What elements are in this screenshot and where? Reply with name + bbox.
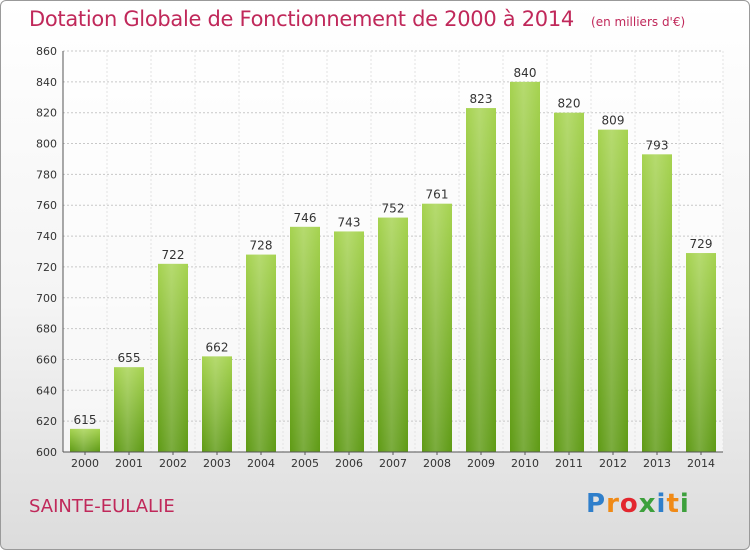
logo-letter: x xyxy=(638,489,657,519)
y-tick-label: 700 xyxy=(36,292,57,305)
data-label: 729 xyxy=(690,237,713,251)
data-label: 761 xyxy=(426,188,449,202)
bar-shine xyxy=(290,226,320,452)
y-tick-label: 640 xyxy=(36,384,57,397)
bar-shine xyxy=(378,217,408,452)
bar-shine xyxy=(686,253,716,452)
data-label: 728 xyxy=(250,239,273,253)
bar-shine xyxy=(422,203,452,452)
logo-letter: o xyxy=(619,489,639,519)
y-tick-label: 840 xyxy=(36,76,57,89)
x-tick-label: 2014 xyxy=(687,457,715,470)
logo-letter: t xyxy=(666,489,680,519)
x-tick-label: 2006 xyxy=(335,457,363,470)
bar-shine xyxy=(466,108,496,453)
proxiti-logo: Proxiti xyxy=(586,489,690,519)
bar-shine xyxy=(114,367,144,452)
logo-letter: r xyxy=(606,489,620,519)
data-label: 615 xyxy=(74,413,97,427)
data-label: 840 xyxy=(514,66,537,80)
y-tick-label: 740 xyxy=(36,230,57,243)
x-tick-label: 2013 xyxy=(643,457,671,470)
x-tick-label: 2005 xyxy=(291,457,319,470)
data-label: 722 xyxy=(162,248,185,262)
x-tick-label: 2004 xyxy=(247,457,275,470)
x-tick-label: 2009 xyxy=(467,457,495,470)
bar-shine xyxy=(70,428,100,452)
x-tick-label: 2012 xyxy=(599,457,627,470)
y-tick-label: 660 xyxy=(36,353,57,366)
x-tick-label: 2001 xyxy=(115,457,143,470)
logo-letter: i xyxy=(656,489,667,519)
title-text: Dotation Globale de Fonctionnement de 20… xyxy=(29,7,574,31)
chart-title: Dotation Globale de Fonctionnement de 20… xyxy=(29,7,685,31)
bar-shine xyxy=(510,81,540,452)
bar-shine xyxy=(642,154,672,453)
logo-letter: i xyxy=(679,489,690,519)
commune-name: SAINTE-EULALIE xyxy=(29,496,175,517)
logo-letter: P xyxy=(586,489,607,519)
y-tick-label: 800 xyxy=(36,138,57,151)
data-label: 793 xyxy=(646,138,669,152)
y-tick-label: 620 xyxy=(36,415,57,428)
x-tick-label: 2011 xyxy=(555,457,583,470)
x-tick-label: 2003 xyxy=(203,457,231,470)
data-label: 662 xyxy=(206,340,229,354)
data-label: 655 xyxy=(118,351,141,365)
y-tick-label: 680 xyxy=(36,323,57,336)
x-tick-label: 2008 xyxy=(423,457,451,470)
y-tick-label: 780 xyxy=(36,168,57,181)
y-tick-label: 720 xyxy=(36,261,57,274)
data-label: 809 xyxy=(602,114,625,128)
bar-shine xyxy=(334,231,364,452)
data-label: 746 xyxy=(294,211,317,225)
bar-shine xyxy=(246,254,276,452)
data-label: 752 xyxy=(382,202,405,216)
y-tick-label: 600 xyxy=(36,446,57,459)
bar-shine xyxy=(554,112,584,452)
y-tick-label: 860 xyxy=(36,45,57,58)
unit-label: (en milliers d'€) xyxy=(591,15,686,29)
x-tick-label: 2002 xyxy=(159,457,187,470)
data-label: 743 xyxy=(338,215,361,229)
data-label: 823 xyxy=(470,92,493,106)
x-tick-label: 2007 xyxy=(379,457,407,470)
bar-shine xyxy=(202,356,232,452)
x-tick-label: 2000 xyxy=(71,457,99,470)
data-label: 820 xyxy=(558,97,581,111)
y-tick-label: 760 xyxy=(36,199,57,212)
x-tick-label: 2010 xyxy=(511,457,539,470)
bar-shine xyxy=(158,263,188,452)
bar-shine xyxy=(598,129,628,452)
y-tick-label: 820 xyxy=(36,107,57,120)
